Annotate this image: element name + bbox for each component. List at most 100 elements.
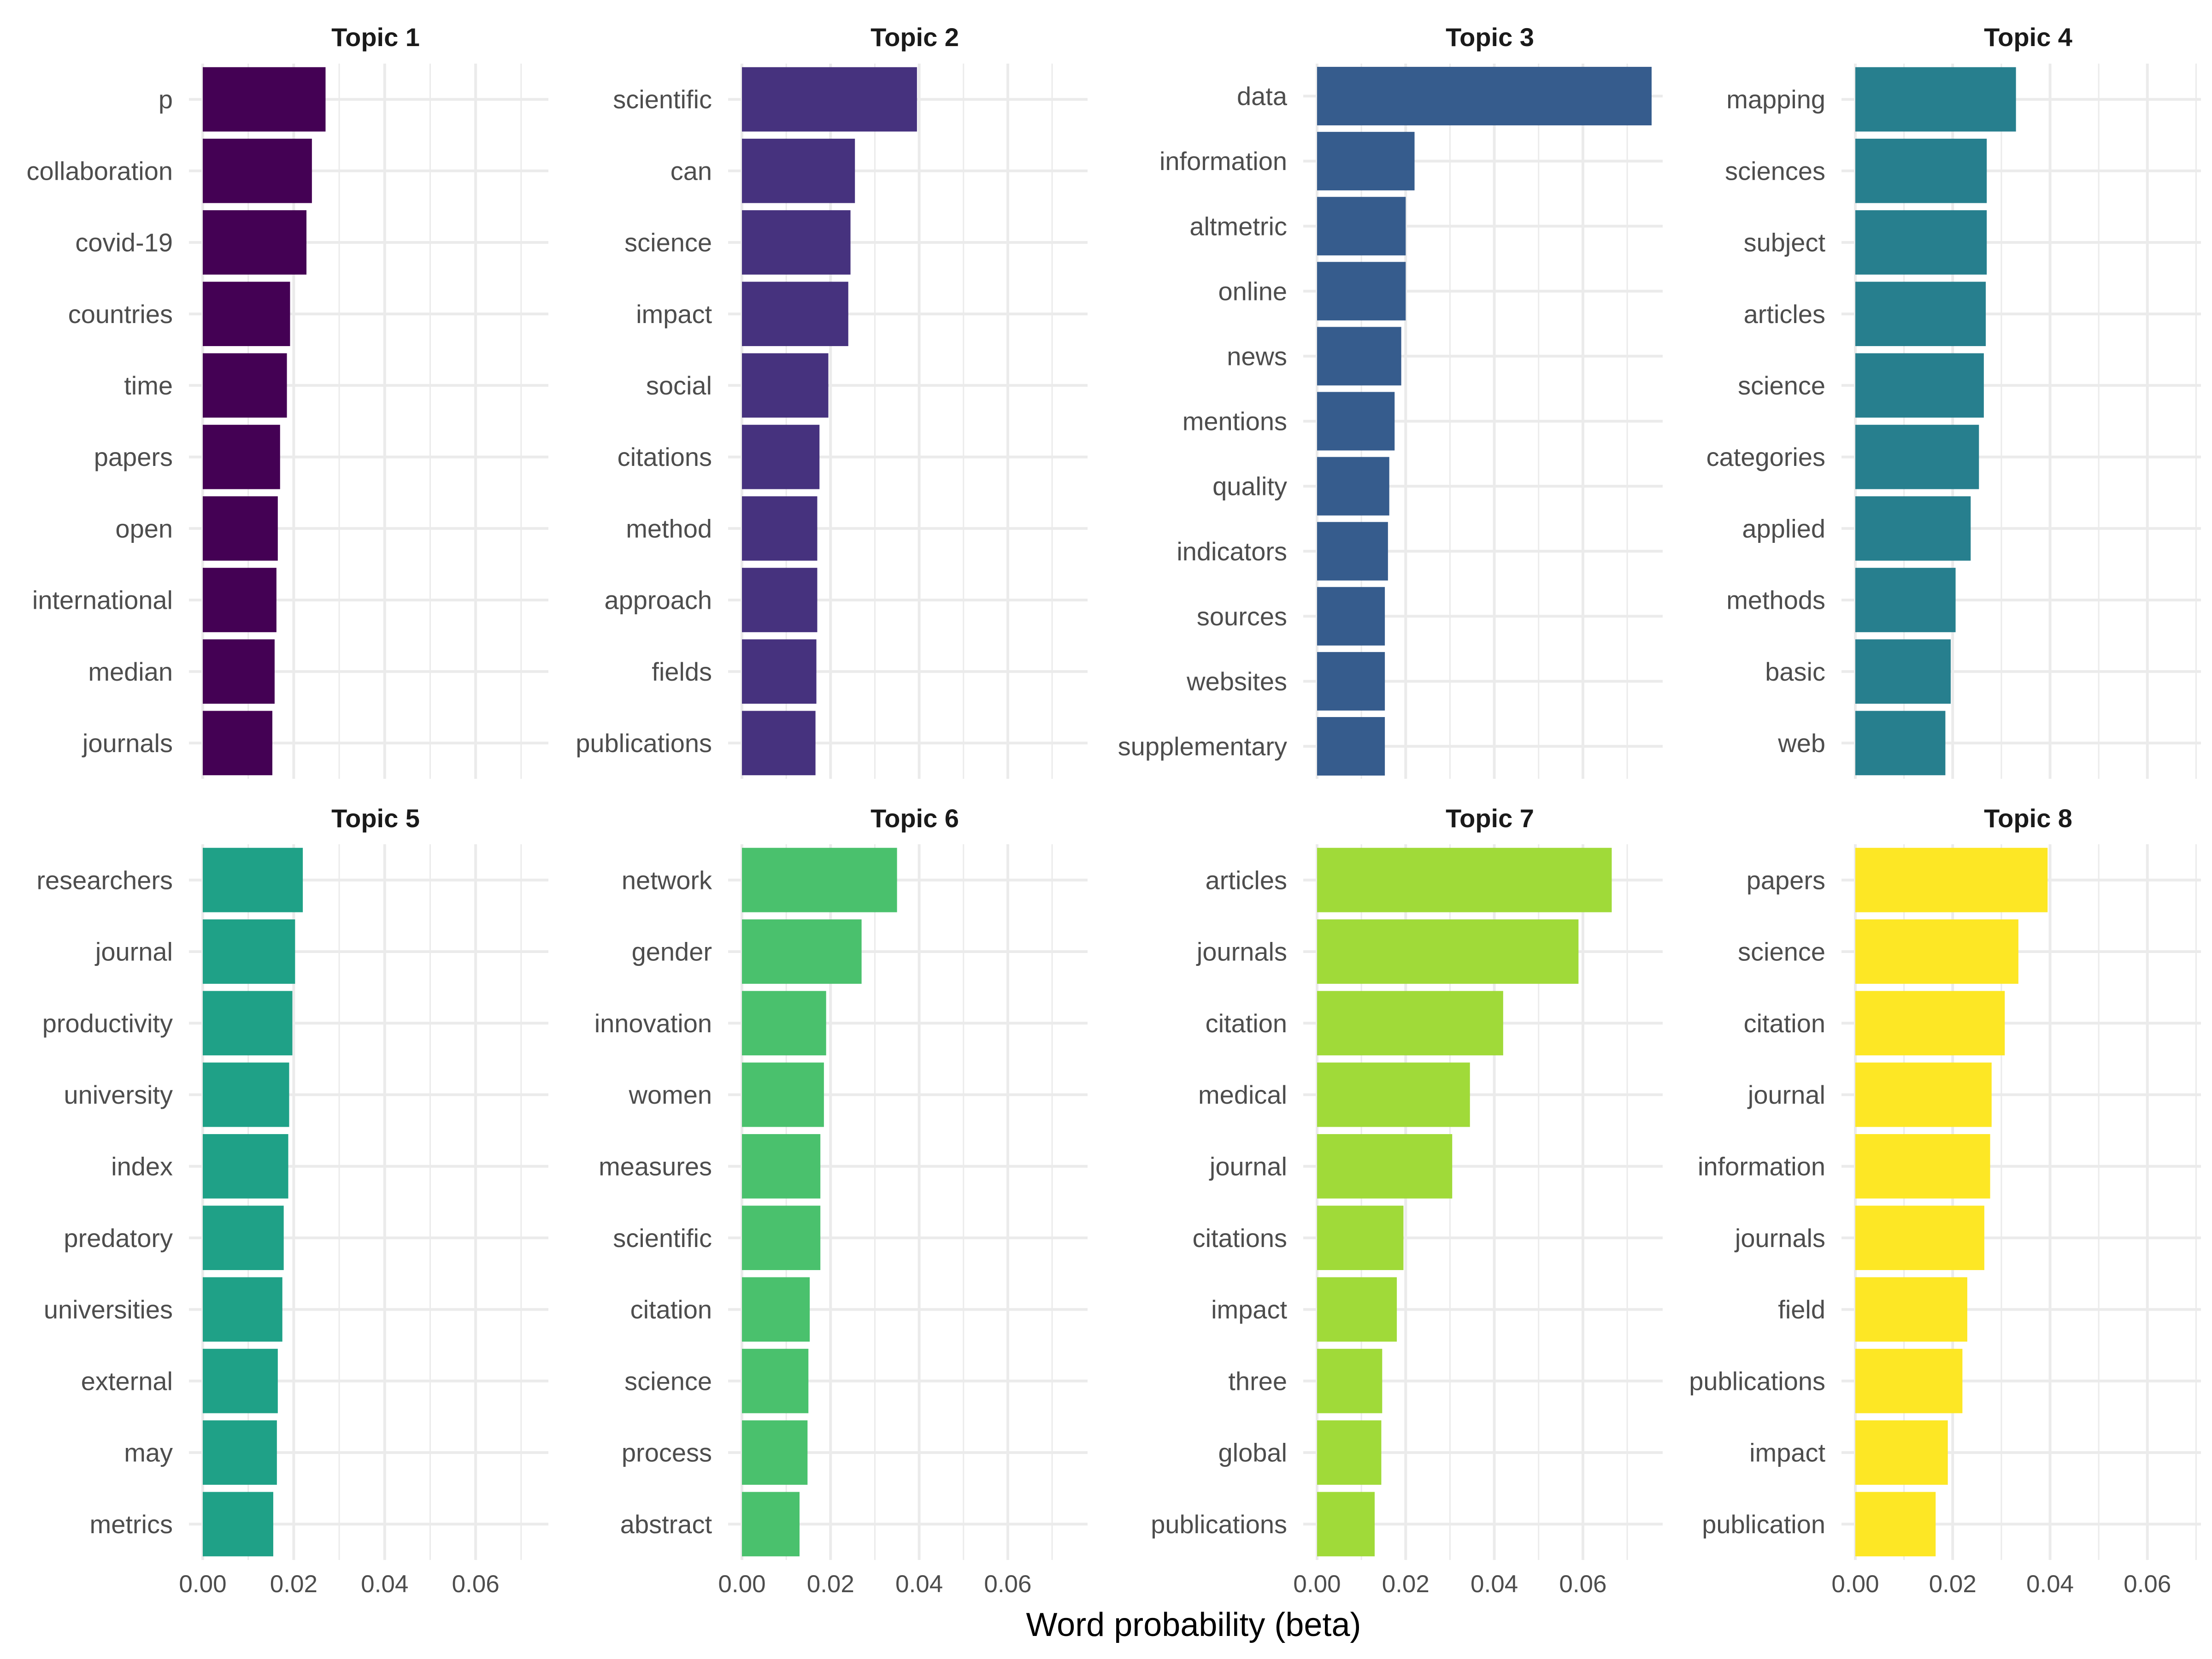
category-label: information [1698, 1152, 1825, 1181]
bar [742, 138, 855, 203]
bar [742, 424, 820, 489]
category-label: science [1738, 937, 1825, 966]
category-label: medical [1198, 1080, 1287, 1109]
category-label: external [81, 1366, 173, 1395]
category-label: papers [94, 442, 173, 471]
x-tick-label: 0.06 [2124, 1571, 2171, 1598]
category-label: process [622, 1438, 712, 1467]
category-label: articles [1744, 300, 1825, 329]
bar [1317, 991, 1503, 1056]
bar [742, 568, 818, 632]
category-label: journals [1734, 1224, 1825, 1253]
bar [203, 210, 306, 275]
x-tick-label: 0.04 [895, 1571, 943, 1598]
bar [1855, 1062, 1992, 1127]
bar [1855, 210, 1987, 275]
bar [742, 67, 917, 132]
panel-title: Topic 8 [1984, 804, 2072, 833]
x-tick-label: 0.04 [1471, 1571, 1518, 1598]
bar [742, 991, 826, 1056]
bar [1855, 847, 2048, 912]
bar [1317, 522, 1388, 581]
category-label: indicators [1177, 537, 1287, 566]
bar [1317, 1277, 1397, 1342]
category-label: social [646, 371, 712, 400]
bar [203, 282, 290, 347]
category-label: data [1237, 82, 1288, 111]
bar [742, 496, 818, 561]
category-label: network [622, 865, 712, 894]
category-label: time [124, 371, 173, 400]
category-label: impact [636, 300, 712, 329]
panel-3: Topic 3 data information altmetric online new… [1118, 23, 1663, 779]
bar [203, 568, 276, 632]
x-tick-label: 0.04 [361, 1571, 408, 1598]
bar [203, 138, 312, 203]
category-label: citations [618, 442, 712, 471]
x-tick-label: 0.00 [718, 1571, 765, 1598]
category-label: citation [1744, 1009, 1825, 1038]
x-tick-label: 0.02 [1382, 1571, 1430, 1598]
category-label: abstract [620, 1510, 712, 1539]
x-tick-label: 0.00 [1831, 1571, 1879, 1598]
bar [203, 1492, 273, 1557]
bar [203, 424, 280, 489]
category-label: measures [599, 1152, 712, 1181]
category-label: mapping [1726, 85, 1825, 114]
panel-title: Topic 5 [331, 804, 420, 833]
category-label: online [1218, 276, 1287, 306]
panel-title: Topic 3 [1446, 23, 1534, 52]
category-label: university [64, 1080, 173, 1109]
category-label: global [1218, 1438, 1287, 1467]
bar [203, 353, 287, 418]
bar [1317, 1348, 1382, 1413]
bar [1855, 568, 1956, 632]
category-label: universities [44, 1295, 173, 1324]
category-label: p [159, 85, 173, 114]
bar [1317, 717, 1385, 776]
bar [742, 1348, 809, 1413]
bar [1317, 1134, 1453, 1199]
category-label: sciences [1725, 156, 1825, 185]
category-label: impact [1749, 1438, 1825, 1467]
category-label: papers [1747, 865, 1825, 894]
bar [203, 1420, 277, 1485]
category-label: fields [652, 657, 712, 686]
category-label: citations [1193, 1224, 1287, 1253]
bar [1855, 919, 2018, 984]
category-label: scientific [613, 1224, 712, 1253]
bar [1855, 1134, 1990, 1199]
panel-title: Topic 2 [871, 23, 959, 52]
category-label: science [624, 228, 712, 257]
x-tick-label: 0.02 [1929, 1571, 1977, 1598]
bar [203, 1277, 282, 1342]
bar [1317, 1492, 1375, 1557]
bar [203, 496, 278, 561]
bar [1855, 1420, 1948, 1485]
bar [1855, 424, 1979, 489]
category-label: three [1228, 1366, 1287, 1395]
category-label: citation [630, 1295, 712, 1324]
category-label: subject [1744, 228, 1826, 257]
bar [742, 1277, 810, 1342]
bar [1855, 711, 1946, 776]
category-label: method [626, 514, 712, 543]
bar [742, 353, 829, 418]
category-label: journal [94, 937, 173, 966]
bar [1855, 991, 2005, 1056]
category-label: publications [1689, 1366, 1825, 1395]
category-label: science [624, 1366, 712, 1395]
bar [1317, 262, 1406, 321]
category-label: open [115, 514, 173, 543]
bar [1317, 197, 1406, 256]
category-label: journals [1196, 937, 1287, 966]
category-label: can [671, 156, 712, 185]
bar [742, 847, 897, 912]
bar [1317, 587, 1385, 646]
category-label: publications [576, 729, 712, 758]
category-label: impact [1211, 1295, 1287, 1324]
bar [1855, 138, 1987, 203]
bar [1855, 67, 2016, 132]
